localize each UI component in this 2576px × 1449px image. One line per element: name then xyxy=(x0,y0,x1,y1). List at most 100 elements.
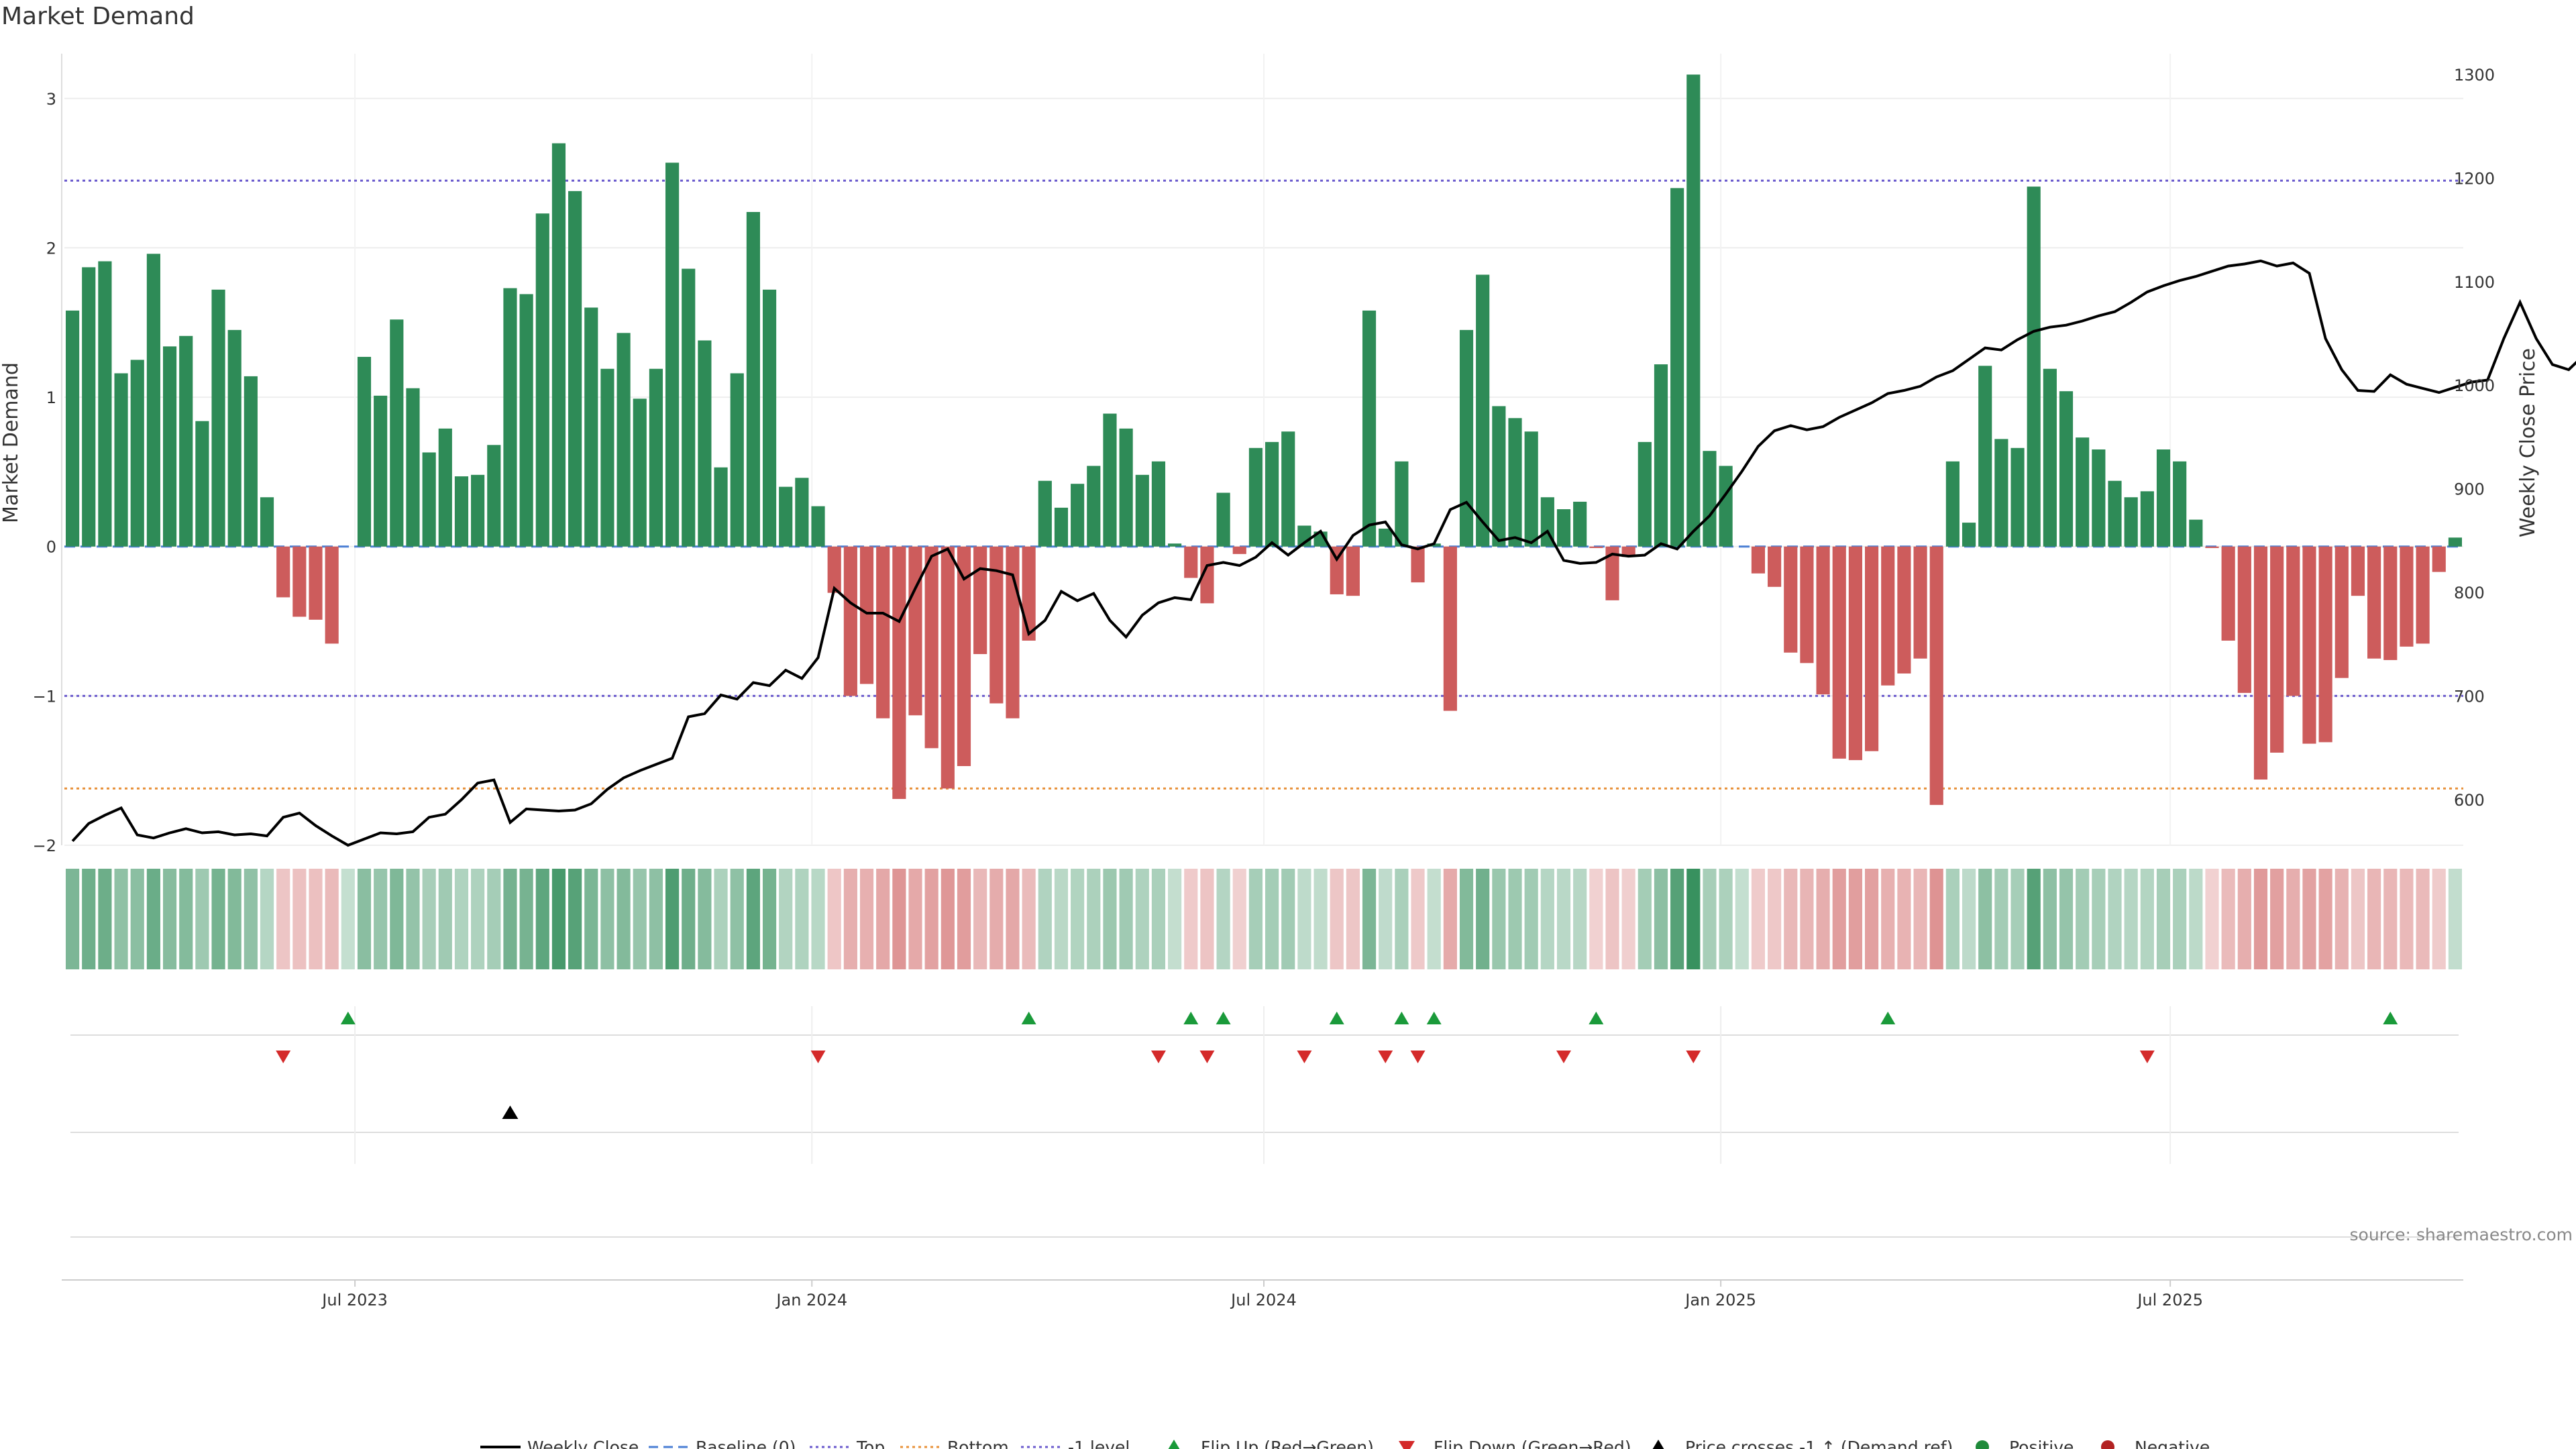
strip-cell xyxy=(2221,869,2235,969)
demand-bar xyxy=(2108,480,2122,547)
demand-bar xyxy=(2173,461,2187,547)
right-axis-title: Weekly Close Price xyxy=(2516,348,2540,537)
strip-cell xyxy=(1978,869,1992,969)
demand-bar xyxy=(1103,413,1117,547)
demand-heat-strip xyxy=(66,869,2462,969)
demand-bar xyxy=(616,333,631,547)
strip-cell xyxy=(2124,869,2138,969)
demand-bar xyxy=(1151,461,1166,547)
strip-cell xyxy=(1881,869,1895,969)
strip-cell xyxy=(162,869,177,969)
demand-bar xyxy=(1978,366,1992,547)
demand-bar xyxy=(762,289,777,547)
flip-up-marker xyxy=(2383,1012,2398,1024)
demand-bar xyxy=(698,340,712,547)
demand-bar xyxy=(1476,274,1490,547)
strip-cell xyxy=(146,869,160,969)
demand-bar xyxy=(1459,329,1474,547)
strip-cell xyxy=(98,869,112,969)
strip-cell xyxy=(1297,869,1311,969)
demand-bar xyxy=(827,546,841,593)
strip-cell xyxy=(1865,869,1879,969)
demand-bar xyxy=(1443,546,1457,711)
demand-bar xyxy=(1362,310,1377,547)
demand-bar xyxy=(2205,546,2219,548)
strip-cell xyxy=(1232,869,1246,969)
demand-bar xyxy=(2156,449,2171,547)
demand-bar xyxy=(1054,507,1069,547)
legend-swatch xyxy=(1399,1441,1415,1449)
flip-up-marker xyxy=(1183,1012,1199,1024)
flip-down-marker xyxy=(1556,1051,1571,1063)
strip-cell xyxy=(714,869,728,969)
demand-bar xyxy=(2124,497,2138,547)
right-tick-label: 1200 xyxy=(2454,169,2495,188)
strip-cell xyxy=(795,869,809,969)
demand-bar xyxy=(1248,447,1263,547)
demand-bar xyxy=(1703,451,1717,547)
strip-cell xyxy=(1735,869,1749,969)
strip-cell xyxy=(2027,869,2041,969)
strip-cell xyxy=(2092,869,2106,969)
strip-cell xyxy=(649,869,663,969)
strip-cell xyxy=(276,869,290,969)
demand-bar xyxy=(859,546,874,684)
strip-cell xyxy=(1200,869,1214,969)
strip-cell xyxy=(2318,869,2332,969)
demand-bar xyxy=(1719,466,1733,547)
strip-cell xyxy=(957,869,971,969)
demand-bar xyxy=(309,546,323,620)
strip-cell xyxy=(1492,869,1506,969)
strip-cell xyxy=(665,869,680,969)
demand-bar xyxy=(519,294,533,547)
legend-label: Weekly Close xyxy=(527,1438,639,1449)
strip-cell xyxy=(2367,869,2381,969)
demand-bar xyxy=(1686,74,1701,547)
strip-cell xyxy=(1313,869,1328,969)
demand-bar xyxy=(600,368,614,547)
strip-cell xyxy=(357,869,372,969)
left-tick-label: −1 xyxy=(33,687,56,706)
demand-bar xyxy=(1848,546,1862,761)
strip-cell xyxy=(2059,869,2074,969)
x-tick-label: Jul 2025 xyxy=(2136,1291,2203,1309)
strip-cell xyxy=(746,869,760,969)
strip-cell xyxy=(1346,869,1360,969)
strip-cell xyxy=(811,869,825,969)
demand-bar xyxy=(130,360,144,547)
strip-cell xyxy=(1022,869,1036,969)
source-note: source: sharemaestro.com xyxy=(2350,1225,2573,1244)
strip-cell xyxy=(390,869,404,969)
demand-bar xyxy=(260,497,274,547)
flip-up-marker xyxy=(1426,1012,1442,1024)
strip-cell xyxy=(244,869,258,969)
demand-bar xyxy=(2302,546,2316,744)
left-tick-label: 3 xyxy=(46,90,56,109)
flip-down-marker xyxy=(1410,1051,1426,1063)
strip-cell xyxy=(779,869,793,969)
strip-cell xyxy=(1395,869,1409,969)
demand-bar xyxy=(568,191,582,547)
demand-bar xyxy=(292,546,307,617)
demand-bar xyxy=(1411,546,1425,583)
right-tick-label: 600 xyxy=(2454,791,2485,810)
strip-cell xyxy=(66,869,80,969)
flip-down-marker xyxy=(810,1051,826,1063)
demand-bar xyxy=(1492,406,1506,547)
demand-bar xyxy=(1881,546,1895,686)
weekly-close-line xyxy=(71,259,2576,847)
demand-bar xyxy=(1200,546,1214,604)
flip-up-marker xyxy=(1216,1012,1231,1024)
demand-bar xyxy=(1865,546,1879,751)
strip-cell xyxy=(1589,869,1603,969)
demand-bar xyxy=(2140,491,2154,547)
demand-bar xyxy=(682,268,696,547)
demand-bar xyxy=(390,319,404,547)
strip-cell xyxy=(1071,869,1085,969)
demand-bar xyxy=(1621,546,1635,557)
strip-cell xyxy=(454,869,469,969)
demand-bar xyxy=(1071,484,1085,547)
strip-cell xyxy=(2076,869,2090,969)
strip-cell xyxy=(616,869,631,969)
strip-cell xyxy=(1816,869,1830,969)
